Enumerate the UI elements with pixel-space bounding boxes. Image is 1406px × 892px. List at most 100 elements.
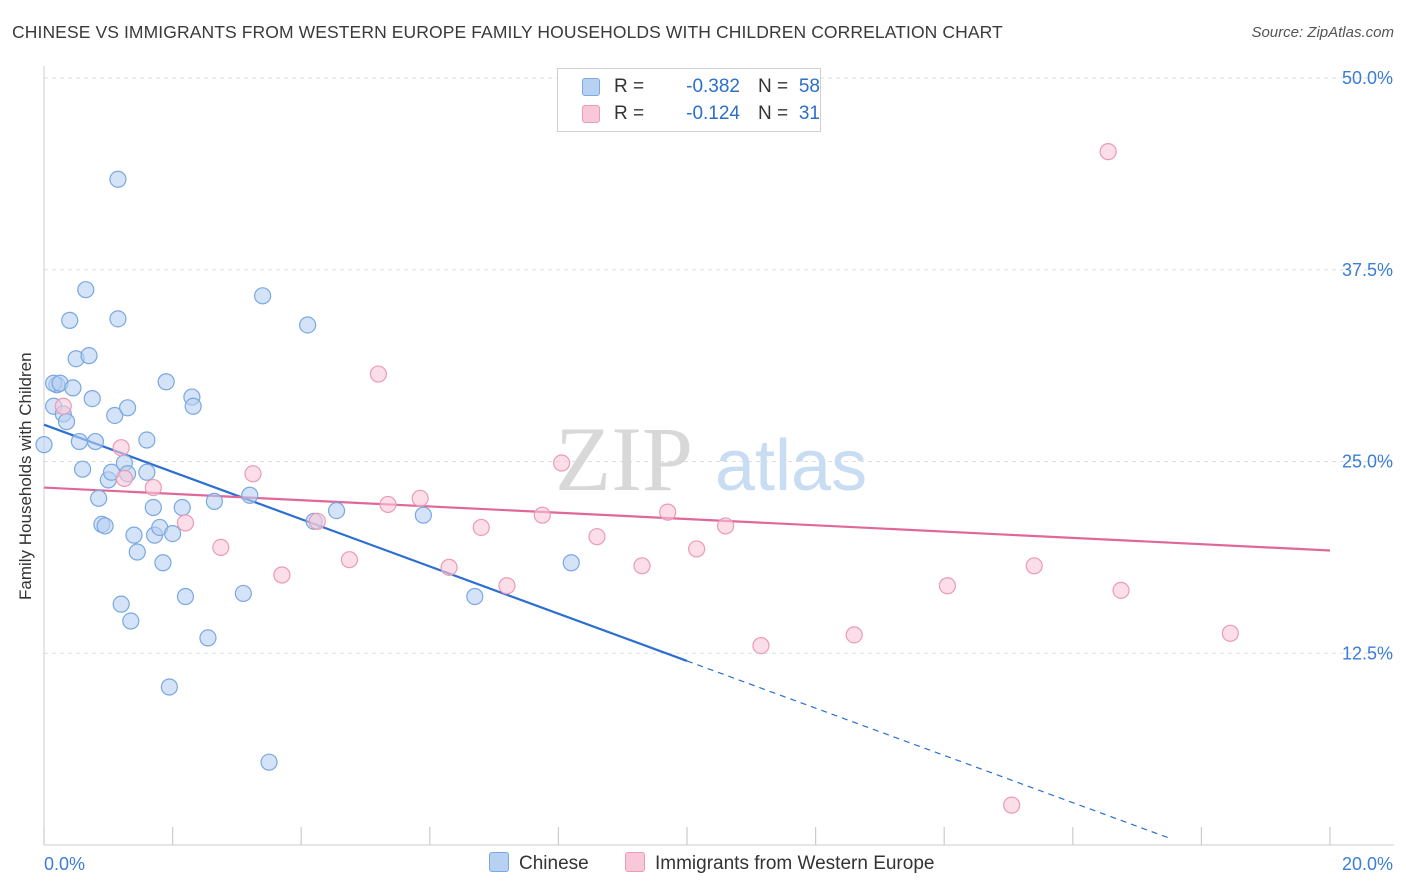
chinese-point xyxy=(466,587,484,606)
chinese-point xyxy=(70,432,88,451)
western-europe-point xyxy=(273,566,291,584)
legend-r-label: R = xyxy=(614,76,645,97)
western-europe-point xyxy=(1221,624,1239,642)
legend-r-value: -0.124 xyxy=(686,103,740,124)
chinese-point xyxy=(176,587,195,606)
chinese-point xyxy=(128,543,146,561)
y-tick-label: 25.0% xyxy=(1342,452,1393,472)
legend-r-value: -0.382 xyxy=(686,76,740,97)
grid-layer xyxy=(44,77,1394,654)
y-axis-label: Family Households with Children xyxy=(16,352,35,600)
y-tick-label: 12.5% xyxy=(1342,643,1393,663)
bottom-legend-chinese: Chinese xyxy=(489,852,589,875)
x-tick-label: 0.0% xyxy=(44,854,85,874)
y-tick-label: 50.0% xyxy=(1342,68,1393,88)
chinese-point xyxy=(109,310,127,328)
chinese-point xyxy=(35,436,53,454)
western-europe-point xyxy=(440,558,458,576)
western-europe-point xyxy=(244,465,262,483)
chinese-point xyxy=(125,526,143,544)
western-europe-point xyxy=(845,626,863,644)
western-europe-point xyxy=(369,365,387,383)
x-tick-label: 20.0% xyxy=(1342,854,1393,874)
chinese-point xyxy=(112,595,130,613)
western-europe-point xyxy=(115,469,133,487)
chinese-point xyxy=(80,347,98,365)
chinese-point xyxy=(414,506,432,524)
bottom-legend-label-chinese: Chinese xyxy=(519,853,589,874)
chinese-trendline-extension xyxy=(686,660,1170,839)
chinese-point xyxy=(109,170,127,188)
watermark-atlas: atlas xyxy=(715,426,867,506)
chart-title: CHINESE VS IMMIGRANTS FROM WESTERN EUROP… xyxy=(12,22,1003,42)
western-europe-point xyxy=(498,577,516,595)
chinese-point xyxy=(154,554,172,572)
legend-n-label: N = xyxy=(758,103,789,124)
chinese-point xyxy=(184,397,202,415)
chinese-point xyxy=(254,287,272,305)
western-europe-point xyxy=(659,503,677,521)
chinese-point xyxy=(299,316,317,334)
chinese-point xyxy=(157,373,175,391)
data-points xyxy=(35,69,1239,814)
chinese-point xyxy=(122,612,140,630)
correlation-legend: R = -0.382 N = 58 R = -0.124 N = 31 xyxy=(557,68,821,132)
western-europe-point xyxy=(308,512,326,530)
legend-n-value: 58 xyxy=(798,76,820,97)
chinese-point xyxy=(57,413,76,431)
western-europe-point xyxy=(588,528,606,546)
watermark: ZIP atlas xyxy=(555,408,867,510)
chinese-point xyxy=(138,463,156,481)
western-europe-point xyxy=(752,636,770,655)
chinese-point xyxy=(160,678,178,696)
western-europe-point xyxy=(533,506,551,524)
chinese-point xyxy=(138,431,156,449)
legend-n-label: N = xyxy=(758,76,789,97)
chinese-point xyxy=(241,486,259,504)
western-europe-trendline xyxy=(43,486,1331,552)
western-europe-point xyxy=(633,557,651,575)
bottom-legend-western-europe: Immigrants from Western Europe xyxy=(625,852,934,875)
western-europe-point xyxy=(112,439,130,457)
western-europe-point xyxy=(212,538,230,557)
western-europe-point xyxy=(472,518,490,537)
legend-r-label: R = xyxy=(614,103,645,124)
chinese-point xyxy=(90,489,108,507)
chinese-point xyxy=(118,399,137,417)
western-europe-point xyxy=(938,577,957,595)
chinese-point xyxy=(83,390,101,408)
bottom-legend-swatch-western-europe xyxy=(625,852,645,872)
chinese-trendline xyxy=(43,423,688,662)
legend-swatch-western-europe xyxy=(582,105,600,123)
western-europe-point xyxy=(1112,581,1130,599)
chinese-point xyxy=(327,501,346,520)
legend-n-value: 31 xyxy=(798,103,820,124)
tick-labels: 12.5% 25.0% 37.5% 50.0% 0.0% 20.0% xyxy=(44,68,1393,874)
bottom-legend-swatch-chinese xyxy=(489,852,509,872)
chinese-point xyxy=(144,498,162,517)
western-europe-point xyxy=(340,551,359,569)
western-europe-point xyxy=(144,478,162,497)
watermark-zip: ZIP xyxy=(555,408,693,510)
chinese-point xyxy=(260,753,278,771)
western-europe-point xyxy=(379,495,397,514)
chinese-point xyxy=(199,629,217,647)
y-tick-label: 37.5% xyxy=(1342,260,1393,280)
chinese-point xyxy=(77,281,95,299)
trendlines xyxy=(43,423,1331,839)
bottom-legend-label-western-europe: Immigrants from Western Europe xyxy=(655,853,935,874)
western-europe-point xyxy=(1099,143,1117,161)
western-europe-point xyxy=(688,540,706,558)
chinese-point xyxy=(106,406,124,425)
chinese-point xyxy=(73,460,92,478)
western-europe-point xyxy=(54,397,72,415)
western-europe-point xyxy=(1025,557,1043,575)
western-europe-point xyxy=(176,514,195,532)
chinese-point xyxy=(234,584,252,603)
western-europe-point xyxy=(716,517,735,535)
legend-swatch-chinese xyxy=(582,78,600,96)
western-europe-point xyxy=(1003,796,1021,814)
source-label: Source: ZipAtlas.com xyxy=(1251,24,1394,41)
chinese-point xyxy=(562,554,580,572)
